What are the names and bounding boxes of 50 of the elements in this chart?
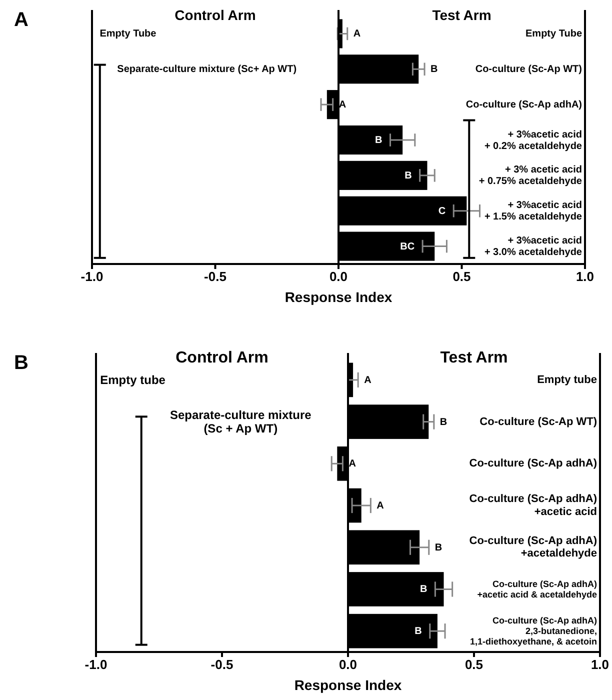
chart-title: B <box>14 352 28 374</box>
x-tick-label: 0.0 <box>329 269 348 284</box>
annotation: B <box>375 134 382 146</box>
annotation: A <box>376 500 384 511</box>
y-tick-label: Co-culture (Sc-Ap WT) <box>475 64 582 75</box>
x-axis-title: Response Index <box>284 289 392 305</box>
annotation: Test Arm <box>432 7 492 23</box>
annotation: Control Arm <box>176 350 268 366</box>
annotation: Separate-culture mixture (Sc + Ap WT) <box>170 408 312 436</box>
annotation: B <box>420 584 428 595</box>
chart-title: A <box>14 9 28 31</box>
x-tick-label: -1.0 <box>84 657 108 672</box>
annotation: Empty Tube <box>100 28 157 40</box>
annotation: BC <box>400 240 415 252</box>
x-axis-title: Response Index <box>294 677 402 693</box>
x-tick-label: 1.0 <box>576 269 594 284</box>
y-tick-label: + 3% acetic acid + 0.75% acetaldehyde <box>478 164 582 187</box>
y-tick-label: Co-culture (Sc-Ap adhA) +acetic acid & acetaldehyde <box>477 579 597 600</box>
y-tick-label: Empty Tube <box>526 28 582 40</box>
annotation: A <box>338 99 346 110</box>
y-tick-label: Co-culture (Sc-Ap adhA) <box>469 458 598 470</box>
annotation: B <box>414 626 422 637</box>
annotation: C <box>438 205 446 216</box>
x-tick-label: 1.0 <box>590 657 610 672</box>
annotation: B <box>440 416 448 428</box>
x-tick-label: 0.5 <box>452 269 471 284</box>
x-tick-label: -0.5 <box>204 269 226 284</box>
x-tick-label: -0.5 <box>210 657 234 672</box>
y-tick-label: Co-culture (Sc-Ap adhA) <box>466 99 582 110</box>
y-tick-label: Co-culture (Sc-Ap adhA) +acetaldehyde <box>469 535 598 560</box>
annotation: B <box>430 64 438 75</box>
annotation: A <box>353 28 361 40</box>
x-tick-label: 0.0 <box>338 657 358 672</box>
annotation: B <box>434 542 442 553</box>
annotation: A <box>348 458 356 470</box>
y-tick-label: Co-culture (Sc-Ap adhA) 2,3-butanedione, 1,1-diethoxyethane, & acetoin <box>470 616 597 646</box>
annotation: Separate-culture mixture (Sc+ Ap WT) <box>117 64 297 75</box>
y-tick-label: Co-culture (Sc-Ap WT) <box>480 416 598 428</box>
annotation: B <box>404 170 412 181</box>
y-tick-label: + 3%acetic acid + 3.0% acetaldehyde <box>484 235 582 258</box>
annotation: Control Arm <box>174 7 256 23</box>
y-tick-label: + 3%acetic acid + 1.5% acetaldehyde <box>484 200 582 222</box>
y-tick-label: Empty tube <box>537 374 597 386</box>
annotation: A <box>364 374 372 386</box>
y-tick-label: Co-culture (Sc-Ap adhA) +acetic acid <box>469 493 598 518</box>
x-tick-label: -1.0 <box>80 269 104 284</box>
annotation: Empty tube <box>100 372 166 387</box>
annotation: Test Arm <box>440 350 508 366</box>
x-tick-label: 0.5 <box>464 657 484 672</box>
y-tick-label: + 3%acetic acid + 0.2% acetaldehyde <box>484 128 582 152</box>
